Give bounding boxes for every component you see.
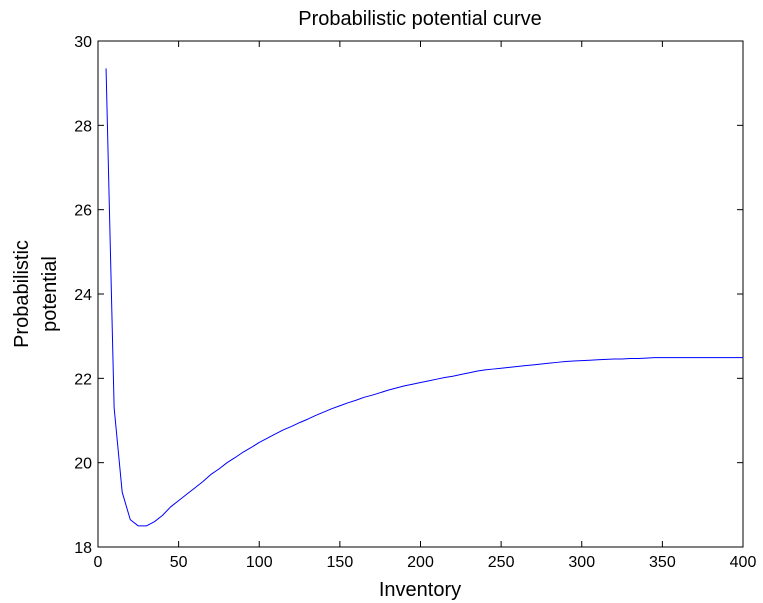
x-tick-label: 250 (488, 554, 515, 571)
x-tick-label: 200 (407, 554, 434, 571)
x-axis-label: Inventory (379, 579, 461, 601)
y-axis-label-line-1: Probabilistic (11, 240, 33, 348)
y-tick-label: 26 (74, 203, 92, 220)
y-tick-label: 28 (74, 118, 92, 135)
y-axis-tick-labels: 18 20 22 24 26 28 30 (74, 34, 92, 557)
y-tick-label: 30 (74, 34, 92, 51)
y-tick-label: 22 (74, 371, 92, 388)
x-tick-label: 400 (730, 554, 757, 571)
y-tick-label: 24 (74, 287, 92, 304)
y-tick-label: 20 (74, 456, 92, 473)
x-tick-label: 150 (327, 554, 354, 571)
axis-ticks (97, 40, 744, 548)
x-tick-label: 50 (170, 554, 188, 571)
x-tick-label: 100 (246, 554, 273, 571)
x-tick-label: 300 (568, 554, 595, 571)
series-line (105, 68, 743, 527)
plot-area-frame (97, 40, 744, 548)
y-axis-label-line-2: potential (39, 256, 61, 332)
x-axis-tick-labels: 0 50 100 150 200 250 300 350 400 (94, 554, 757, 571)
x-tick-label: 0 (94, 554, 103, 571)
y-tick-label: 18 (74, 540, 92, 557)
chart-title: Probabilistic potential curve (298, 8, 541, 30)
x-tick-label: 350 (649, 554, 676, 571)
series-layer (105, 68, 743, 527)
